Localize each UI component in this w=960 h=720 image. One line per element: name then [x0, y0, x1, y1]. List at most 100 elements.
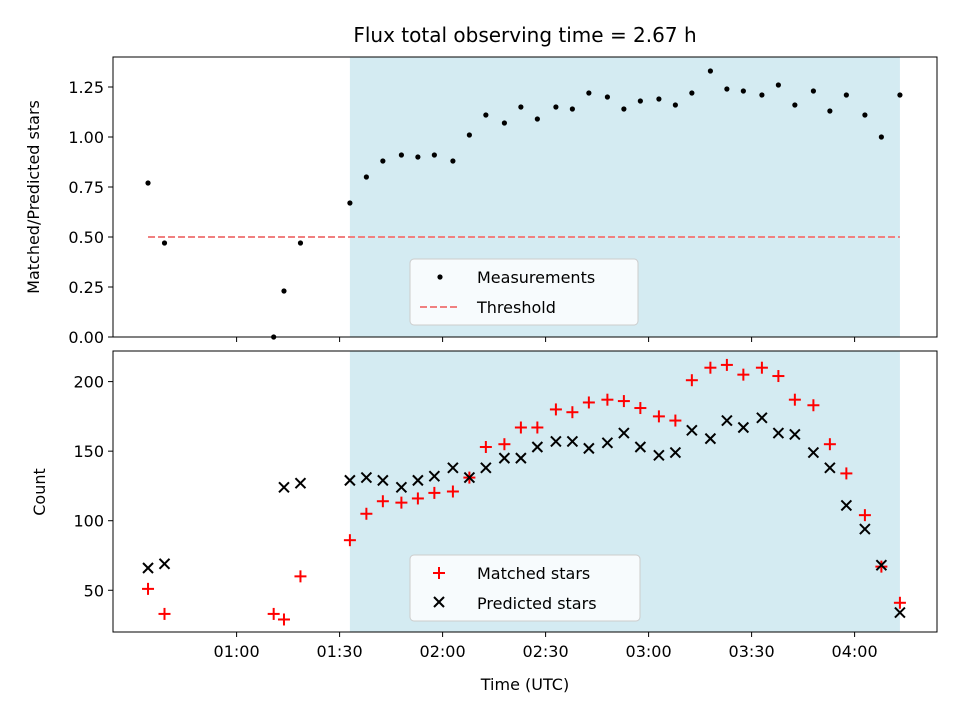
top-y-tick-label: 0.00: [68, 328, 104, 347]
bottom-legend: Matched stars Predicted stars: [409, 554, 641, 622]
predicted-star-point: [550, 435, 562, 448]
measurement-point: [569, 106, 575, 112]
predicted-star-point: [447, 462, 459, 474]
x-tick-label: 01:00: [214, 642, 260, 661]
predicted-star-point: [480, 462, 492, 474]
measurement-point: [297, 240, 304, 246]
matched-star-point: [376, 495, 389, 508]
matched-star-point: [582, 396, 595, 409]
matched-star-point: [720, 358, 733, 371]
predicted-star-point: [498, 452, 511, 464]
predicted-star-point: [412, 474, 424, 487]
matched-star-point: [294, 570, 307, 583]
predicted-star-point: [583, 442, 595, 455]
predicted-star-point: [566, 435, 579, 448]
measurement-point: [775, 82, 781, 88]
matched-star-point: [549, 403, 562, 416]
matched-star-point: [446, 485, 459, 498]
measurement-point: [740, 88, 746, 94]
matched-star-point: [669, 414, 682, 427]
predicted-star-point: [377, 474, 389, 487]
predicted-star-point: [428, 470, 441, 482]
predicted-star-point: [158, 558, 171, 570]
bottom-legend-box: [409, 554, 641, 622]
predicted-star-point: [531, 441, 544, 453]
matched-star-point: [652, 410, 665, 423]
predicted-star-point: [360, 471, 373, 484]
top-y-tick-label: 0.25: [68, 278, 104, 297]
measurement-point: [897, 92, 903, 98]
measurement-point: [586, 90, 592, 96]
measurement-point: [672, 102, 678, 108]
matched-star-point: [755, 361, 768, 374]
predicted-star-point: [756, 412, 768, 424]
predicted-star-point: [737, 421, 750, 434]
matched-star-point: [479, 440, 492, 453]
measurement-point: [878, 134, 884, 140]
predicted-star-point: [721, 414, 733, 427]
measurement-point: [534, 116, 540, 122]
measurement-point: [724, 86, 730, 92]
top-y-ticks: 0.00 0.25 0.50 0.75 1.00 1.25: [68, 78, 113, 347]
bottom-panel: 50 100 150 200 01:00 01:30 02:00 02:30 03:00 03:…: [30, 350, 938, 694]
predicted-star-point: [634, 441, 647, 453]
x-tick-label: 03:30: [729, 642, 775, 661]
matched-star-point: [142, 582, 155, 595]
x-tick-label: 03:00: [626, 642, 672, 661]
matched-star-point: [277, 613, 290, 626]
chart-title: Flux total observing time = 2.67 h: [353, 23, 696, 47]
measurement-point: [656, 96, 662, 102]
predicted-star-point: [824, 462, 836, 474]
top-axes-frame: [112, 56, 938, 338]
matched-star-point: [893, 596, 906, 609]
matched-star-point: [737, 368, 750, 381]
top-legend: Measurements Threshold: [409, 258, 639, 326]
predicted-star-point: [618, 427, 630, 439]
measurement-point: [161, 240, 168, 246]
matched-star-point: [807, 399, 820, 412]
x-tick-label: 02:30: [523, 642, 569, 661]
predicted-star-point: [859, 523, 871, 535]
measurement-point: [466, 132, 472, 138]
matched-star-point: [411, 492, 424, 505]
measurement-point: [380, 158, 386, 164]
top-y-tick-label: 1.00: [68, 128, 104, 147]
bottom-y-axis-label: Count: [30, 468, 49, 516]
x-tick-label: 02:00: [420, 642, 466, 661]
predicted-star-point: [278, 481, 290, 494]
measurement-points: [145, 68, 903, 340]
measurement-point: [281, 288, 287, 294]
bottom-y-tick-label: 100: [73, 512, 104, 531]
legend-marker-matched: [433, 567, 445, 579]
bottom-y-tick-label: 50: [84, 581, 104, 600]
predicted-star-point: [669, 446, 682, 459]
measurement-point: [483, 112, 489, 118]
x-tick-label: 04:00: [832, 642, 878, 661]
legend-marker-measurements: [437, 274, 443, 280]
predicted-star-point: [344, 474, 356, 487]
measurement-point: [637, 98, 643, 104]
top-y-tick-label: 0.50: [68, 228, 104, 247]
matched-star-point: [360, 507, 373, 520]
top-panel: 0.00 0.25 0.50 0.75 1.00 1.25 Matched/Predict…: [24, 56, 938, 347]
predicted-star-point: [463, 471, 476, 484]
x-tick-label: 01:30: [317, 642, 363, 661]
bottom-axes-frame: [112, 350, 938, 633]
predicted-star-point: [515, 452, 527, 464]
measurement-point: [553, 104, 559, 110]
measurement-point: [501, 120, 507, 126]
matched-star-point: [601, 393, 614, 406]
predicted-star-point: [807, 446, 820, 459]
measurement-point: [518, 104, 524, 110]
predicted-star-point: [686, 424, 698, 436]
measurement-point: [431, 152, 437, 158]
matched-star-point: [267, 607, 280, 620]
legend-label-matched: Matched stars: [477, 564, 590, 583]
legend-marker-predicted: [433, 596, 445, 608]
predicted-star-point: [772, 427, 785, 439]
predicted-star-point: [395, 481, 408, 494]
predicted-star-point: [142, 562, 154, 574]
matched-star-point: [343, 534, 356, 547]
legend-label-measurements: Measurements: [477, 268, 595, 287]
x-axis-label: Time (UTC): [480, 675, 569, 694]
